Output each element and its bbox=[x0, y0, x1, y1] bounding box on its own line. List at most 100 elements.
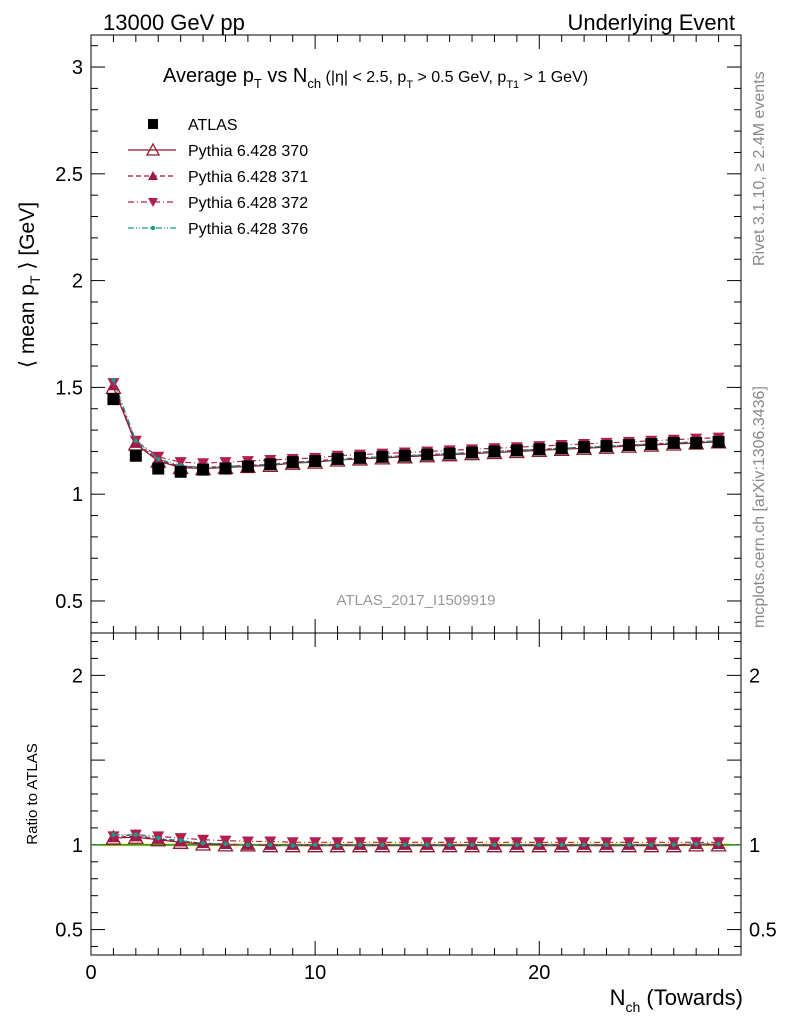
legend-marker-3 bbox=[148, 198, 158, 207]
series-4-ratio-point bbox=[425, 842, 430, 848]
series-0-point bbox=[286, 456, 299, 469]
series-3-ratio-point bbox=[264, 836, 277, 848]
title-main: Average p bbox=[163, 65, 254, 87]
y-tick-label-ratio-right: 2 bbox=[749, 665, 760, 687]
legend-marker-2 bbox=[148, 171, 158, 180]
series-0-point bbox=[690, 436, 703, 449]
series-4-ratio-point bbox=[156, 835, 161, 841]
series-4-ratio-point bbox=[693, 841, 699, 847]
y-axis-label-main: ⟨ mean pT ⟩ [GeV] bbox=[16, 202, 43, 368]
chart-title: Average pT vs Nch (|η| < 2.5, pT > 0.5 G… bbox=[163, 65, 588, 91]
series-4-line bbox=[112, 379, 719, 469]
series-1-ratio-point bbox=[194, 835, 212, 851]
series-4-ratio-point bbox=[133, 832, 139, 837]
series-1-line bbox=[112, 387, 719, 470]
series-0-point bbox=[712, 435, 725, 448]
y-tick-label-main: 1 bbox=[72, 484, 83, 506]
x-axis-label: Nch (Towards) bbox=[610, 985, 743, 1015]
series-4-ratio-point bbox=[200, 840, 206, 846]
series-4-ratio-point bbox=[492, 842, 497, 848]
series-0-point bbox=[667, 436, 680, 449]
series-0-point bbox=[309, 455, 322, 468]
series-3-point bbox=[174, 457, 187, 469]
header-left: 13000 GeV pp bbox=[103, 10, 245, 35]
series-0-point bbox=[398, 449, 411, 462]
series-4-point bbox=[156, 456, 161, 462]
series-4-ratio-point bbox=[447, 842, 452, 848]
series-0-point bbox=[622, 439, 635, 452]
series-0-point bbox=[152, 462, 165, 475]
series-4-ratio-point bbox=[716, 841, 721, 847]
y-tick-label-ratio: 0.5 bbox=[55, 920, 83, 942]
legend-marker-1 bbox=[145, 142, 161, 156]
series-0-point bbox=[107, 393, 120, 406]
series-4-ratio-point bbox=[604, 842, 609, 848]
series-0-point bbox=[578, 441, 591, 454]
series-3-ratio-point bbox=[219, 835, 232, 847]
title-cuts-2: > 0.5 GeV, p bbox=[413, 69, 506, 86]
ratio-series-group bbox=[105, 828, 727, 853]
series-3-ratio-point bbox=[331, 837, 344, 849]
title-cuts-1: (|η| < 2.5, p bbox=[321, 69, 406, 86]
legend: ATLAS Pythia 6.428 370 Pythia 6.428 371 Pyt… bbox=[128, 117, 308, 238]
main-axis-ticks: 0.5 1 1.5 2 2.5 3 bbox=[55, 45, 741, 623]
title-vs-sub: ch bbox=[307, 76, 321, 91]
title-main-sub: T bbox=[254, 76, 262, 91]
series-4-ratio-point bbox=[402, 842, 407, 848]
y-tick-label-main: 0.5 bbox=[55, 591, 83, 613]
legend-marker-0 bbox=[148, 119, 158, 129]
main-series-group bbox=[105, 377, 727, 478]
series-3-ratio-line bbox=[113, 834, 719, 843]
series-0-point bbox=[376, 450, 389, 463]
series-0-point bbox=[488, 445, 501, 458]
series-0-point bbox=[555, 442, 568, 455]
header-right: Underlying Event bbox=[567, 10, 735, 35]
series-3-ratio-point bbox=[286, 837, 299, 849]
analysis-watermark: ATLAS_2017_I1509919 bbox=[336, 592, 495, 609]
series-3-ratio-point bbox=[197, 834, 210, 846]
series-0-point bbox=[331, 452, 344, 465]
series-4-ratio-point bbox=[626, 842, 632, 848]
series-0-point bbox=[466, 446, 479, 459]
ylabel-pre: ⟨ mean p bbox=[16, 284, 39, 368]
series-4-ratio-point bbox=[111, 832, 116, 837]
legend-label-1: Pythia 6.428 370 bbox=[188, 143, 308, 160]
series-0-point bbox=[421, 448, 434, 461]
y-tick-label-main: 2 bbox=[72, 271, 83, 293]
series-4-ratio-point bbox=[268, 842, 273, 848]
y-tick-label-main: 2.5 bbox=[55, 164, 83, 186]
series-1-ratio-point bbox=[172, 833, 189, 849]
x-axis-ticks: 0 10 20 bbox=[85, 35, 742, 984]
series-0-point bbox=[645, 437, 658, 450]
series-4-ratio-point bbox=[514, 842, 520, 848]
x-tick-label: 0 bbox=[85, 962, 96, 984]
series-4-ratio-point bbox=[537, 842, 542, 848]
legend-label-3: Pythia 6.428 372 bbox=[188, 195, 308, 212]
title-cuts-3: > 1 GeV) bbox=[519, 69, 588, 86]
y-tick-label-ratio: 1 bbox=[72, 835, 83, 857]
title-vs: vs N bbox=[262, 65, 308, 87]
series-4-ratio-point bbox=[335, 843, 340, 848]
series-4-ratio-point bbox=[290, 843, 295, 848]
title-cuts-sub1: T bbox=[406, 79, 413, 91]
y-tick-label-main: 1.5 bbox=[55, 377, 83, 399]
x-tick-label: 20 bbox=[528, 962, 550, 984]
y-tick-label-ratio-right: 0.5 bbox=[749, 920, 777, 942]
series-4-ratio-point bbox=[178, 838, 183, 843]
series-3-line bbox=[112, 382, 719, 464]
series-3-ratio-point bbox=[241, 836, 254, 848]
ylabel-post: ⟩ [GeV] bbox=[16, 202, 39, 276]
ylabel-sub: T bbox=[27, 275, 43, 284]
legend-label-4: Pythia 6.428 376 bbox=[188, 221, 308, 238]
series-4-ratio-point bbox=[671, 842, 676, 848]
series-4-ratio-point bbox=[245, 842, 251, 848]
xlabel-post: (Towards) bbox=[640, 985, 743, 1010]
legend-label-0: ATLAS bbox=[188, 117, 238, 134]
series-4-ratio-point bbox=[357, 842, 363, 848]
series-0-point bbox=[264, 458, 277, 471]
series-4-ratio-point bbox=[223, 841, 228, 847]
xlabel-pre: N bbox=[610, 985, 626, 1010]
mcplots-watermark: mcplots.cern.ch [arXiv:1306.3436] bbox=[751, 386, 768, 628]
series-1-ratio-line bbox=[113, 836, 719, 847]
ratio-axis-ticks: 0.5 0.5 1 1 2 2 bbox=[55, 640, 777, 948]
